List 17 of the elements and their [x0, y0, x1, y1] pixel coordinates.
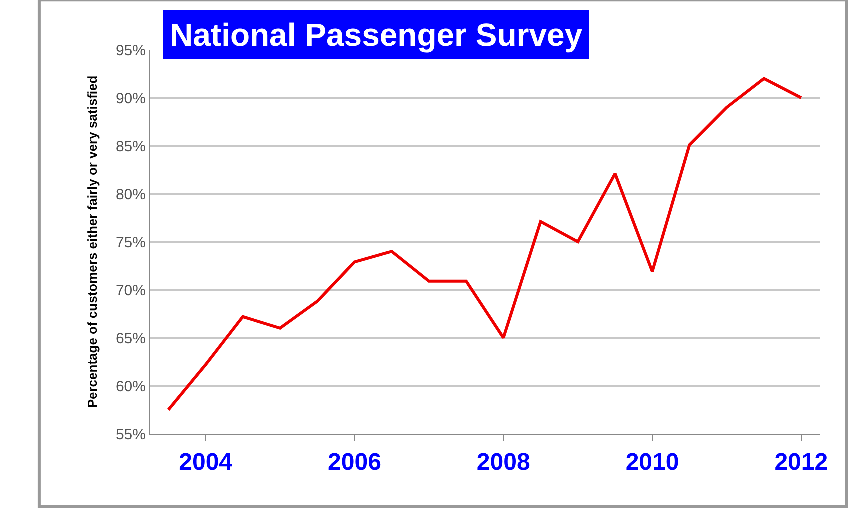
y-tick-label: 95%: [116, 42, 146, 60]
x-tick-label: 2004: [179, 448, 234, 476]
y-tick-label: 55%: [116, 426, 146, 444]
y-tick-label: 75%: [116, 234, 146, 252]
y-axis-title: Percentage of customers either fairly or very satisfied: [84, 76, 100, 408]
x-tick-label: 2010: [626, 448, 680, 476]
chart-title: National Passenger Survey: [170, 17, 583, 53]
x-tick-label: 2008: [476, 448, 530, 476]
y-tick-label: 60%: [116, 378, 146, 396]
x-tick-label: 2012: [774, 448, 828, 476]
line-series: [167, 77, 803, 412]
y-tick-label: 85%: [116, 138, 146, 156]
y-tick-label: 70%: [116, 282, 146, 300]
y-tick-label: 80%: [116, 186, 146, 204]
y-tick-label: 65%: [116, 330, 146, 348]
y-tick-label: 90%: [116, 90, 146, 108]
x-tick-label: 2006: [328, 448, 382, 476]
